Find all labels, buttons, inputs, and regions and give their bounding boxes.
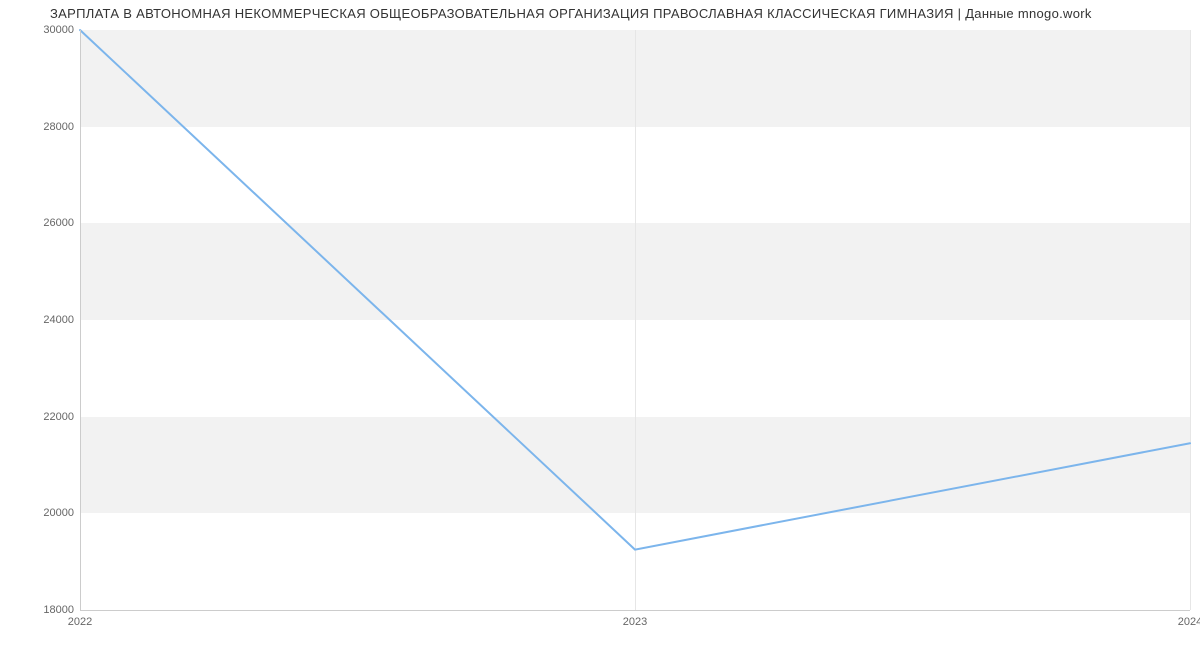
plot-area bbox=[80, 30, 1190, 610]
gridline-vertical bbox=[1190, 30, 1191, 610]
x-tick-label: 2023 bbox=[623, 616, 647, 628]
y-axis-line bbox=[80, 30, 81, 610]
y-tick-label: 20000 bbox=[14, 507, 74, 519]
chart-title: ЗАРПЛАТА В АВТОНОМНАЯ НЕКОММЕРЧЕСКАЯ ОБЩ… bbox=[50, 6, 1092, 21]
line-series bbox=[80, 30, 1190, 610]
y-tick-label: 30000 bbox=[14, 24, 74, 36]
y-tick-label: 24000 bbox=[14, 314, 74, 326]
y-tick-label: 18000 bbox=[14, 604, 74, 616]
x-tick-label: 2024 bbox=[1178, 616, 1200, 628]
y-tick-label: 22000 bbox=[14, 411, 74, 423]
x-tick-label: 2022 bbox=[68, 616, 92, 628]
y-tick-label: 28000 bbox=[14, 121, 74, 133]
y-tick-label: 26000 bbox=[14, 217, 74, 229]
x-axis-line bbox=[80, 610, 1190, 611]
salary-chart: ЗАРПЛАТА В АВТОНОМНАЯ НЕКОММЕРЧЕСКАЯ ОБЩ… bbox=[0, 0, 1200, 650]
